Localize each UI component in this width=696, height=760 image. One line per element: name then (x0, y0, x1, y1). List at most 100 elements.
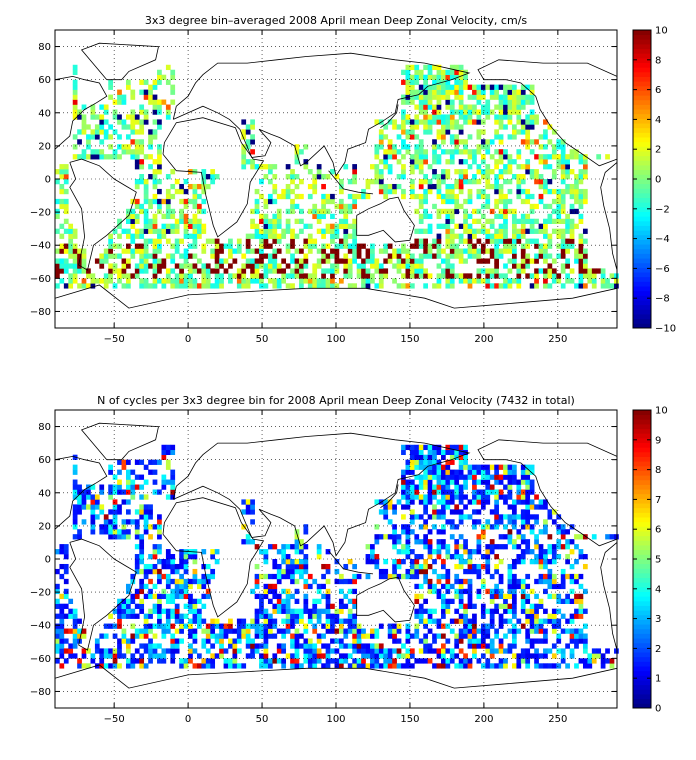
data-bin (441, 149, 446, 155)
data-bin (263, 643, 269, 649)
data-bin (449, 218, 455, 224)
data-bin (445, 114, 451, 120)
data-bin (441, 524, 446, 530)
data-bin (143, 79, 149, 85)
data-bin (263, 633, 269, 639)
data-bin (312, 598, 318, 604)
data-bin (374, 663, 380, 669)
data-bin (503, 223, 508, 229)
data-bin (383, 653, 389, 659)
data-bin (170, 608, 176, 614)
data-bin (472, 174, 477, 180)
data-bin (361, 273, 366, 279)
data-bin (254, 613, 260, 619)
colorbar-tick-label: −10 (655, 324, 676, 335)
data-bin (565, 618, 570, 624)
coastline (380, 104, 399, 129)
colorbar-segment (633, 234, 651, 240)
data-bin (352, 193, 358, 200)
data-bin (378, 568, 384, 575)
data-bin (90, 504, 96, 510)
data-bin (183, 578, 189, 585)
data-bin (196, 193, 202, 200)
data-bin (409, 484, 415, 490)
data-bin (143, 248, 149, 254)
data-bin (157, 529, 162, 535)
data-bin (507, 578, 513, 585)
data-bin (183, 258, 189, 264)
data-bin (409, 164, 415, 170)
data-bin (418, 74, 424, 80)
data-bin (507, 89, 513, 95)
data-bin (161, 559, 167, 565)
data-bin (130, 653, 136, 659)
colorbar-tick-label: 4 (655, 115, 661, 126)
colorbar-tick-label: 1 (655, 674, 661, 685)
data-bin (334, 613, 340, 619)
data-bin (81, 633, 87, 639)
data-bin (272, 248, 278, 254)
data-bin (161, 263, 167, 269)
colorbar-segment (633, 141, 651, 147)
data-bin (125, 489, 131, 495)
data-bin (232, 258, 238, 264)
data-bin (134, 203, 140, 210)
data-bin (578, 549, 584, 555)
data-bin (263, 228, 269, 234)
data-bin (307, 583, 313, 590)
data-bin (250, 124, 255, 130)
data-bin (485, 109, 491, 115)
colorbar-segment (633, 447, 651, 453)
data-bin (503, 648, 508, 654)
data-bin (343, 268, 349, 274)
data-bin (511, 479, 517, 485)
data-bin (560, 159, 566, 165)
data-bin (254, 203, 260, 210)
data-bin (534, 119, 539, 125)
data-bin (316, 278, 322, 284)
colorbar-tick-label: 2 (655, 145, 661, 156)
data-bin (525, 489, 531, 495)
data-bin (525, 273, 531, 279)
data-bin (325, 613, 331, 619)
data-bin (267, 193, 273, 200)
data-bin (334, 648, 340, 654)
data-bin (250, 164, 255, 170)
data-bin (503, 233, 508, 239)
data-bin (405, 79, 411, 85)
data-bin (525, 648, 531, 654)
data-bin (170, 613, 176, 619)
data-bin (445, 583, 451, 590)
data-bin (121, 144, 127, 150)
data-bin (108, 94, 113, 100)
data-bin (489, 183, 495, 190)
data-bin (125, 278, 131, 284)
data-bin (294, 154, 300, 160)
data-bin (405, 444, 411, 451)
data-bin (507, 243, 513, 249)
data-bin (463, 109, 468, 115)
data-bin (272, 183, 278, 190)
data-bin (480, 529, 486, 535)
data-bin (294, 159, 300, 165)
data-bin (343, 658, 349, 664)
data-bin (90, 509, 96, 515)
data-bin (409, 273, 415, 279)
data-bin (103, 623, 109, 629)
data-bin (387, 658, 393, 664)
data-bin (529, 208, 535, 215)
data-bin (565, 278, 570, 284)
data-bin (250, 119, 255, 125)
data-bin (441, 69, 446, 75)
data-bin (503, 494, 508, 500)
data-bin (214, 638, 220, 644)
data-bin (59, 174, 65, 180)
data-bin (134, 628, 140, 634)
data-bin (409, 559, 415, 565)
data-bin (188, 598, 193, 604)
data-bin (59, 233, 65, 239)
data-bin (449, 479, 455, 485)
data-bin (130, 238, 136, 244)
data-bin (241, 119, 247, 125)
